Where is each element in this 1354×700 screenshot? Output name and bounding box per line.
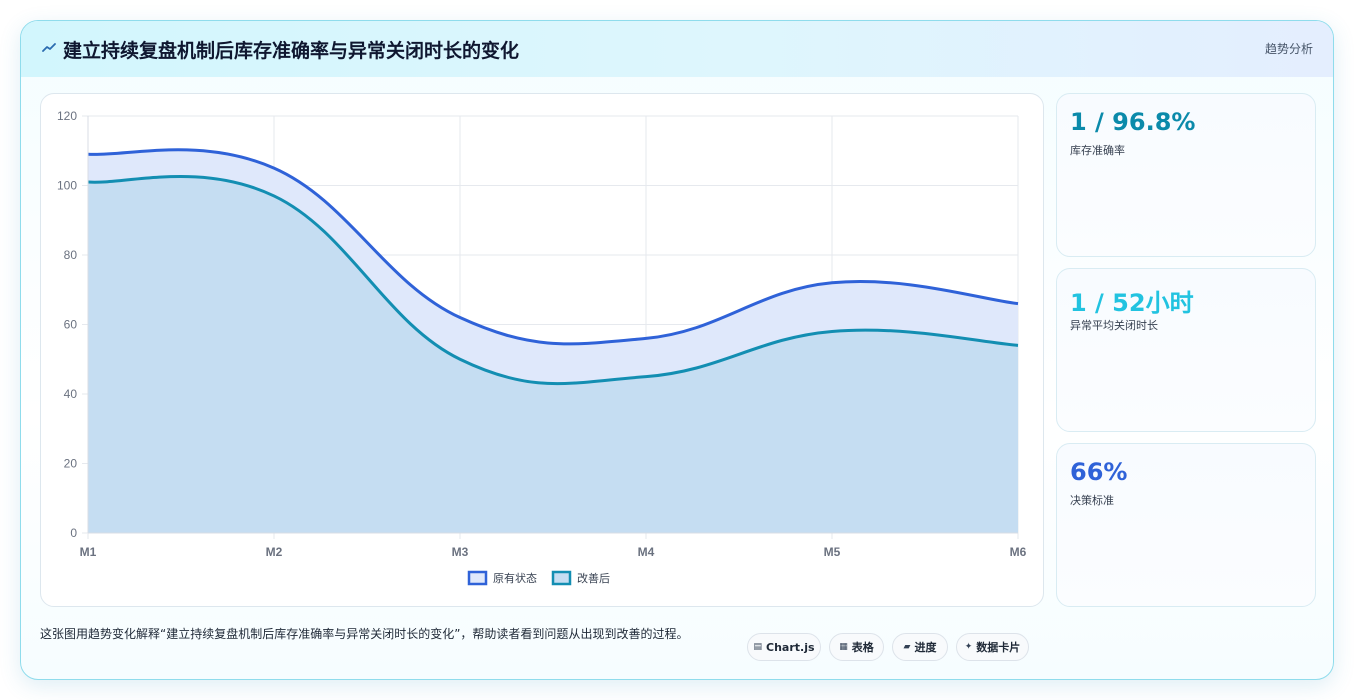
y-tick-label: 100 <box>57 179 77 193</box>
progress-icon: ▰ <box>903 642 911 652</box>
y-tick-label: 0 <box>70 526 77 540</box>
x-tick-label: M4 <box>638 545 655 559</box>
pill-label: 数据卡片 <box>976 641 1021 654</box>
pill-label: 进度 <box>914 641 937 654</box>
series-area-1 <box>88 176 1018 533</box>
pill-data-cards[interactable]: ✦ 数据卡片 <box>956 633 1029 661</box>
stat-card-close-time: 1 / 52小时 异常平均关闭时长 <box>1056 268 1316 432</box>
x-tick-label: M5 <box>824 545 841 559</box>
y-tick-label: 40 <box>64 387 78 401</box>
trend-line-icon <box>42 43 56 52</box>
page-title: 建立持续复盘机制后库存准确率与异常关闭时长的变化 <box>63 40 520 62</box>
main-card: 建立持续复盘机制后库存准确率与异常关闭时长的变化 趋势分析 0 20 40 60 80 1… <box>20 20 1334 680</box>
stat-label: 库存准确率 <box>1070 144 1125 157</box>
stat-card-decision: 66% 决策标准 <box>1056 443 1316 607</box>
pill-table[interactable]: ▦ 表格 <box>829 633 884 661</box>
series-line-0 <box>87 148 1019 346</box>
pill-chartjs[interactable]: ▤ Chart.js <box>747 633 821 661</box>
y-tick-label: 120 <box>57 109 77 123</box>
x-tick-label: M6 <box>1010 545 1027 559</box>
legend-label: 原有状态 <box>493 571 537 585</box>
y-tick-label: 20 <box>64 457 78 471</box>
pill-label: Chart.js <box>766 640 815 654</box>
chart-description: 这张图用趋势变化解释“建立持续复盘机制后库存准确率与异常关闭时长的变化”，帮助读… <box>40 627 689 641</box>
y-tick-label: 80 <box>64 248 78 262</box>
stat-value: 1 / 52小时 <box>1070 289 1194 317</box>
y-tick-label: 60 <box>64 318 78 332</box>
stat-value: 66% <box>1070 458 1128 486</box>
x-tick-label: M1 <box>80 545 97 559</box>
stat-value: 1 / 96.8% <box>1070 108 1196 136</box>
x-tick-label: M3 <box>452 545 469 559</box>
legend-swatch <box>467 570 488 586</box>
x-tick-label: M2 <box>266 545 283 559</box>
chart-panel: 0 20 40 60 80 100 120 M1 M2 M3 M4 M5 M6 原有状态 改善后 <box>40 93 1044 607</box>
header-tag: 趋势分析 <box>1264 42 1313 56</box>
stat-label: 异常平均关闭时长 <box>1070 319 1158 332</box>
legend-label: 改善后 <box>577 571 610 585</box>
chart-icon: ▤ <box>753 642 762 652</box>
pill-progress[interactable]: ▰ 进度 <box>892 633 948 661</box>
pill-label: 表格 <box>851 641 874 654</box>
legend-swatch <box>551 570 572 586</box>
header-bar: 建立持续复盘机制后库存准确率与异常关闭时长的变化 趋势分析 <box>21 21 1333 77</box>
sparkle-icon: ✦ <box>964 642 973 652</box>
line-chart: 0 20 40 60 80 100 120 M1 M2 M3 M4 M5 M6 原有状态 改善后 <box>57 109 1027 586</box>
stat-card-accuracy: 1 / 96.8% 库存准确率 <box>1056 93 1316 257</box>
table-icon: ▦ <box>839 642 848 652</box>
stat-label: 决策标准 <box>1070 494 1114 507</box>
series-line-1 <box>87 175 1019 386</box>
